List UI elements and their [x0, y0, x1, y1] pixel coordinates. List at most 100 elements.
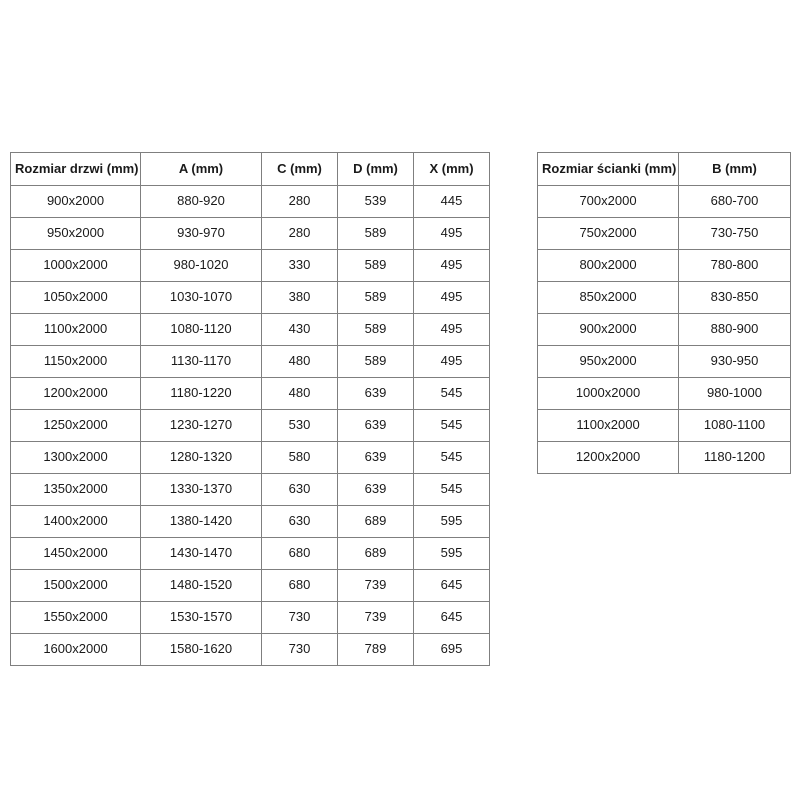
cell-value: 1130-1170	[140, 345, 262, 378]
cell-size: 850x2000	[537, 281, 679, 314]
cell-value: 739	[337, 569, 414, 602]
table-header-row: Rozmiar ścianki (mm) B (mm)	[537, 152, 791, 186]
table-row: 950x2000 930-970 280 589 495	[10, 217, 490, 250]
cell-value: 1230-1270	[140, 409, 262, 442]
table-row: 850x2000 830-850	[537, 281, 791, 314]
cell-value: 689	[337, 537, 414, 570]
column-header-c: C (mm)	[261, 152, 338, 186]
table-row: 900x2000 880-920 280 539 445	[10, 185, 490, 218]
cell-value: 639	[337, 473, 414, 506]
cell-value: 545	[413, 473, 490, 506]
cell-value: 630	[261, 505, 338, 538]
cell-value: 639	[337, 409, 414, 442]
column-header-wall-size: Rozmiar ścianki (mm)	[537, 152, 679, 186]
cell-value: 495	[413, 281, 490, 314]
cell-value: 495	[413, 313, 490, 346]
cell-value: 1030-1070	[140, 281, 262, 314]
cell-value: 589	[337, 217, 414, 250]
cell-size: 800x2000	[537, 249, 679, 282]
table-row: 1100x2000 1080-1120 430 589 495	[10, 313, 490, 346]
table-row: 1050x2000 1030-1070 380 589 495	[10, 281, 490, 314]
door-size-table: Rozmiar drzwi (mm) A (mm) C (mm) D (mm) …	[10, 152, 490, 666]
cell-value: 495	[413, 345, 490, 378]
cell-value: 330	[261, 249, 338, 282]
cell-value: 880-900	[678, 313, 791, 346]
cell-value: 1580-1620	[140, 633, 262, 666]
wall-table-header: Rozmiar ścianki (mm) B (mm)	[537, 152, 791, 186]
cell-size: 1550x2000	[10, 601, 141, 634]
cell-size: 1500x2000	[10, 569, 141, 602]
cell-value: 680-700	[678, 185, 791, 218]
column-header-d: D (mm)	[337, 152, 414, 186]
cell-value: 880-920	[140, 185, 262, 218]
cell-value: 1080-1100	[678, 409, 791, 442]
cell-value: 730-750	[678, 217, 791, 250]
table-row: 1000x2000 980-1000	[537, 377, 791, 410]
column-header-b: B (mm)	[678, 152, 791, 186]
cell-value: 1330-1370	[140, 473, 262, 506]
cell-size: 1300x2000	[10, 441, 141, 474]
cell-value: 1380-1420	[140, 505, 262, 538]
cell-value: 480	[261, 345, 338, 378]
cell-size: 950x2000	[537, 345, 679, 378]
column-header-x: X (mm)	[413, 152, 490, 186]
cell-size: 700x2000	[537, 185, 679, 218]
cell-value: 445	[413, 185, 490, 218]
table-row: 800x2000 780-800	[537, 249, 791, 282]
cell-size: 1450x2000	[10, 537, 141, 570]
cell-value: 480	[261, 377, 338, 410]
cell-value: 830-850	[678, 281, 791, 314]
door-table-body: 900x2000 880-920 280 539 445 950x2000 930-970 2…	[10, 185, 490, 666]
cell-value: 789	[337, 633, 414, 666]
cell-value: 645	[413, 569, 490, 602]
cell-value: 1080-1120	[140, 313, 262, 346]
cell-size: 1100x2000	[10, 313, 141, 346]
cell-value: 495	[413, 249, 490, 282]
column-header-door-size: Rozmiar drzwi (mm)	[10, 152, 141, 186]
table-row: 1400x2000 1380-1420 630 689 595	[10, 505, 490, 538]
cell-value: 589	[337, 345, 414, 378]
cell-value: 530	[261, 409, 338, 442]
cell-size: 1050x2000	[10, 281, 141, 314]
cell-value: 595	[413, 537, 490, 570]
cell-value: 539	[337, 185, 414, 218]
cell-value: 639	[337, 441, 414, 474]
cell-value: 280	[261, 185, 338, 218]
cell-value: 639	[337, 377, 414, 410]
table-row: 1100x2000 1080-1100	[537, 409, 791, 442]
door-table-header: Rozmiar drzwi (mm) A (mm) C (mm) D (mm) …	[10, 152, 490, 186]
table-row: 1550x2000 1530-1570 730 739 645	[10, 601, 490, 634]
wall-panel-size-table: Rozmiar ścianki (mm) B (mm) 700x2000 680-…	[537, 152, 791, 474]
cell-size: 1250x2000	[10, 409, 141, 442]
table-row: 1300x2000 1280-1320 580 639 545	[10, 441, 490, 474]
cell-value: 689	[337, 505, 414, 538]
wall-table-body: 700x2000 680-700 750x2000 730-750 800x2000 78…	[537, 185, 791, 474]
cell-value: 680	[261, 569, 338, 602]
cell-value: 1280-1320	[140, 441, 262, 474]
cell-value: 589	[337, 249, 414, 282]
table-row: 1450x2000 1430-1470 680 689 595	[10, 537, 490, 570]
cell-value: 630	[261, 473, 338, 506]
table-row: 1600x2000 1580-1620 730 789 695	[10, 633, 490, 666]
cell-value: 1480-1520	[140, 569, 262, 602]
table-row: 1200x2000 1180-1220 480 639 545	[10, 377, 490, 410]
cell-value: 1530-1570	[140, 601, 262, 634]
cell-value: 780-800	[678, 249, 791, 282]
cell-value: 430	[261, 313, 338, 346]
cell-value: 739	[337, 601, 414, 634]
cell-value: 980-1000	[678, 377, 791, 410]
cell-size: 1600x2000	[10, 633, 141, 666]
cell-size: 1200x2000	[10, 377, 141, 410]
cell-size: 1000x2000	[537, 377, 679, 410]
column-header-a: A (mm)	[140, 152, 262, 186]
table-header-row: Rozmiar drzwi (mm) A (mm) C (mm) D (mm) …	[10, 152, 490, 186]
cell-size: 1400x2000	[10, 505, 141, 538]
table-row: 1000x2000 980-1020 330 589 495	[10, 249, 490, 282]
cell-size: 950x2000	[10, 217, 141, 250]
table-row: 1350x2000 1330-1370 630 639 545	[10, 473, 490, 506]
cell-value: 545	[413, 377, 490, 410]
cell-value: 580	[261, 441, 338, 474]
cell-value: 495	[413, 217, 490, 250]
cell-size: 750x2000	[537, 217, 679, 250]
